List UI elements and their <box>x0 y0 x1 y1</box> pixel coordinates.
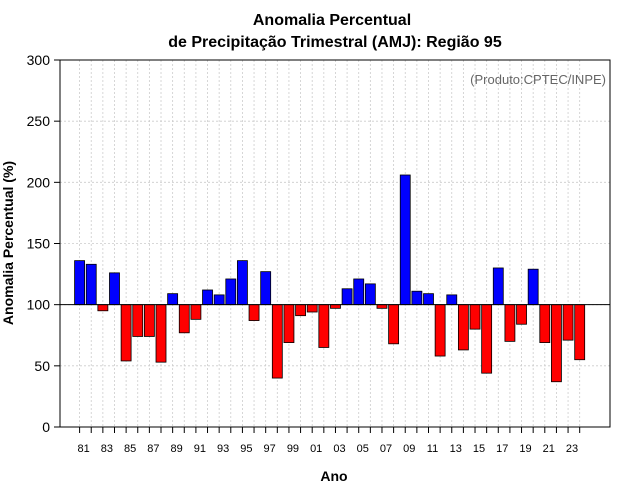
bar-2022 <box>551 304 562 383</box>
bar-2020 <box>527 268 539 306</box>
bar-2023 <box>562 304 574 341</box>
x-tick-label: 15 <box>473 443 485 455</box>
bar-2012 <box>434 304 446 357</box>
x-tick-label: 97 <box>264 443 276 455</box>
bar-1995 <box>237 260 248 306</box>
bar-2005 <box>353 278 365 306</box>
bar-2008 <box>388 304 400 345</box>
bar-2015 <box>469 304 481 330</box>
bar-1986 <box>132 304 144 337</box>
x-axis-label: Ano <box>320 468 347 484</box>
x-tick-label: 13 <box>450 443 462 455</box>
x-tick-label: 07 <box>380 443 392 455</box>
bar-2003 <box>330 304 341 309</box>
bar-2004 <box>341 288 353 306</box>
bar-1985 <box>120 304 132 362</box>
bar-1993 <box>213 294 225 306</box>
x-tick-label: 17 <box>496 443 508 455</box>
bar-2000 <box>295 304 306 317</box>
bar-2001 <box>306 304 318 313</box>
plot-frame <box>59 59 611 428</box>
bar-1997 <box>260 271 272 306</box>
bar-2009 <box>399 174 411 306</box>
bar-1989 <box>167 293 179 306</box>
bar-2006 <box>364 283 376 306</box>
x-tick-label: 85 <box>124 443 136 455</box>
bar-2010 <box>411 290 423 306</box>
credit-text: (Produto:CPTEC/INPE) <box>470 72 606 87</box>
y-tick-label: 50 <box>34 358 50 374</box>
y-tick-label: 0 <box>42 419 50 435</box>
x-tick-label: 89 <box>171 443 183 455</box>
bar-2024 <box>574 304 586 361</box>
bar-1996 <box>248 304 260 321</box>
x-tick-label: 95 <box>240 443 252 455</box>
bar-1999 <box>283 304 295 343</box>
bar-1992 <box>202 289 213 306</box>
bar-2002 <box>318 304 330 348</box>
bar-2018 <box>504 304 516 342</box>
x-tick-label: 11 <box>427 443 438 455</box>
y-tick-label: 100 <box>27 297 51 313</box>
bar-1994 <box>225 278 237 306</box>
bar-1982 <box>85 263 97 306</box>
y-tick-label: 250 <box>27 113 51 129</box>
x-tick-label: 19 <box>519 443 531 455</box>
bar-1988 <box>155 304 167 363</box>
bar-1990 <box>178 304 190 334</box>
x-tick-label: 91 <box>194 443 206 455</box>
bar-1984 <box>109 272 120 306</box>
x-tick-label: 93 <box>217 443 229 455</box>
grid <box>60 60 610 427</box>
x-tick-label: 01 <box>310 443 322 455</box>
y-axis-ticks: 0 50 100 150 200 250 300 <box>27 52 60 435</box>
x-tick-label: 99 <box>287 443 299 455</box>
bar-2007 <box>376 304 388 309</box>
bar-2019 <box>516 304 527 325</box>
x-tick-label: 03 <box>333 443 345 455</box>
x-tick-label: 83 <box>101 443 113 455</box>
chart-title-line1: Anomalia Percentual <box>253 12 411 29</box>
bar-2017 <box>492 267 504 306</box>
bar-1987 <box>143 304 155 337</box>
y-axis-label: Anomalia Percentual (%) <box>0 161 16 325</box>
x-tick-label: 05 <box>357 443 369 455</box>
bars <box>74 174 586 383</box>
bar-1981 <box>74 260 85 306</box>
x-tick-label: 09 <box>403 443 415 455</box>
chart-title-line2: de Precipitação Trimestral (AMJ): Região… <box>168 34 502 51</box>
bar-2014 <box>457 304 469 351</box>
x-tick-label: 87 <box>147 443 159 455</box>
x-axis-ticks: 81 83 85 87 89 91 93 95 97 99 01 03 05 07 09 11 13 15 17 19… <box>77 427 581 455</box>
bar-2011 <box>423 293 434 306</box>
bar-1991 <box>190 304 202 320</box>
bar-1998 <box>271 304 283 379</box>
y-tick-label: 200 <box>27 174 51 190</box>
y-tick-label: 150 <box>27 236 51 252</box>
x-tick-label: 21 <box>543 443 555 455</box>
x-tick-label: 23 <box>566 443 578 455</box>
bar-2021 <box>539 304 551 343</box>
bar-1983 <box>97 304 109 312</box>
x-tick-label: 81 <box>77 443 89 455</box>
y-tick-label: 300 <box>27 52 51 68</box>
bar-2016 <box>481 304 493 374</box>
bar-2013 <box>446 294 458 306</box>
